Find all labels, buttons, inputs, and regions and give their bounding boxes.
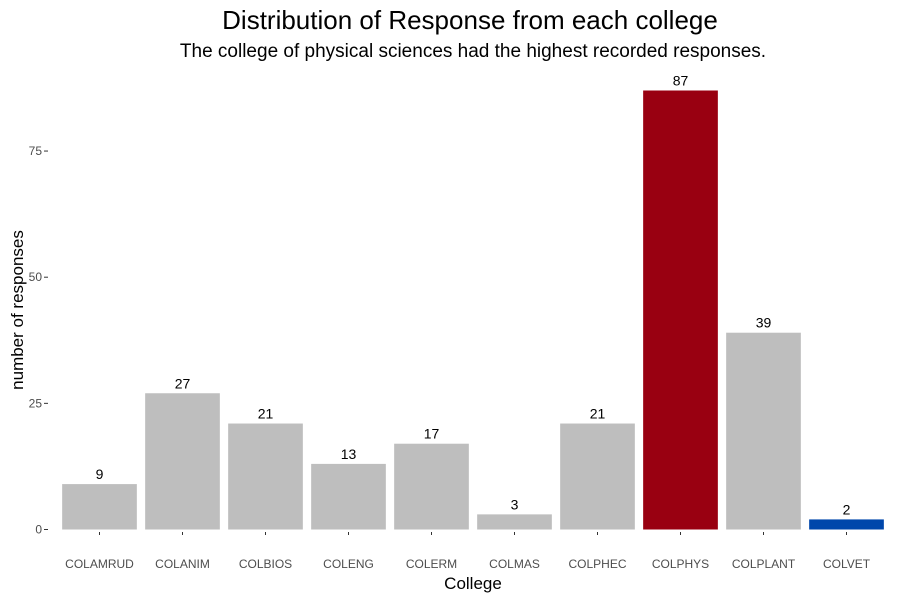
bar-colamrud [62,484,137,530]
data-label-colphys: 87 [673,72,689,88]
bar-colmas [477,514,552,530]
data-label-colvet: 2 [843,501,851,517]
y-tick-label: 50 [29,270,43,284]
data-label-colmas: 3 [511,496,519,512]
data-label-colphec: 21 [590,406,606,422]
x-tick-label-colmas: COLMAS [489,557,540,571]
x-tick-label-colphec: COLPHEC [568,557,626,571]
x-tick-label-colanim: COLANIM [155,557,210,571]
data-label-colbios: 21 [258,406,274,422]
bar-colanim [145,393,220,530]
y-tick-label: 25 [29,396,43,410]
bar-colphys [643,90,718,530]
x-tick-label-colplant: COLPLANT [732,557,796,571]
data-label-colanim: 27 [175,375,191,391]
x-tick-label-colbios: COLBIOS [239,557,292,571]
x-tick-label-colerm: COLERM [406,557,457,571]
bar-coleng [311,463,386,530]
data-label-colerm: 17 [424,426,440,442]
data-label-colplant: 39 [756,315,772,331]
bars-group: 9 27 21 13 17 3 21 87 39 2 [62,72,884,530]
bar-colvet [809,519,884,530]
data-label-coleng: 13 [341,446,357,462]
x-tick-label-colvet: COLVET [823,557,871,571]
chart-subtitle: The college of physical sciences had the… [180,41,766,62]
data-label-colamrud: 9 [96,466,104,482]
bar-colphec [560,423,635,530]
y-tick-label: 75 [29,144,43,158]
x-tick-label-coleng: COLENG [323,557,374,571]
bar-colerm [394,443,469,530]
x-axis-title: College [444,574,502,593]
x-tick-label-colamrud: COLAMRUD [65,557,134,571]
y-axis-title: number of responses [8,230,27,390]
bar-colbios [228,423,303,530]
x-tick-label-colphys: COLPHYS [652,557,709,571]
y-tick-label: 0 [35,523,42,537]
x-axis: COLAMRUD COLANIM COLBIOS COLENG COLERM COLMAS… [65,532,871,571]
y-axis: 0 25 50 75 [29,144,48,537]
chart-title: Distribution of Response from each colle… [222,5,718,35]
bar-colplant [726,332,801,530]
